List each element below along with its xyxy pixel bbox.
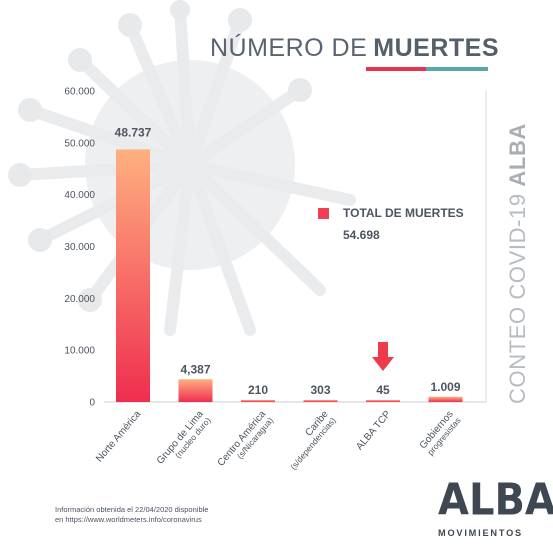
bar	[116, 149, 150, 402]
bar-value-label: 48.737	[115, 125, 152, 139]
bar	[366, 400, 400, 402]
bar	[178, 379, 213, 402]
bar-value-label: 303	[310, 383, 330, 397]
x-category-label: Centro América(s/Nicaragua)	[216, 409, 276, 469]
source-line-2: en https://www.worldmeters.info/coronavi…	[55, 515, 202, 524]
x-category-label: Norte América	[94, 409, 143, 465]
bar	[303, 400, 338, 402]
bar	[241, 400, 275, 402]
y-tick-label: 40.000	[64, 190, 95, 201]
x-category-line: ALBA TCP	[354, 409, 393, 453]
y-tick-label: 30.000	[64, 242, 95, 253]
bar-value-label: 45	[376, 383, 390, 397]
x-category-label: Grupo de Lima(nucleo duro)	[155, 409, 213, 467]
legend-swatch	[318, 208, 329, 219]
y-tick-label: 50.000	[64, 138, 95, 149]
x-category-label: ALBA TCP	[354, 409, 393, 453]
x-category-label: Caribe(s/dependencias)	[288, 409, 338, 472]
logo-word: ALBA	[438, 474, 553, 526]
source-line-1: Información obtenida el 22/04/2020 dispo…	[55, 505, 209, 514]
x-category-line: Norte América	[94, 409, 143, 465]
logo-subtitle: MOVIMIENTOS	[438, 528, 523, 538]
side-caption-bold: ALBA	[505, 123, 530, 187]
alba-logo: ALBA MOVIMIENTOS	[438, 478, 553, 543]
legend-total-value: 54.698	[343, 228, 380, 242]
title-underline	[366, 67, 488, 71]
bar-value-label: 1.009	[430, 380, 460, 394]
y-tick-label: 60.000	[64, 87, 95, 98]
title-bold-text: MUERTES	[373, 34, 500, 62]
legend-label: TOTAL DE MUERTES	[343, 206, 464, 220]
title-light-text: NÚMERO DE	[210, 34, 368, 62]
bar-value-label: 210	[248, 383, 268, 397]
side-caption: CONTEO COVID-19 ALBA	[505, 123, 531, 404]
y-tick-label: 0	[89, 398, 95, 409]
source-note: Información obtenida el 22/04/2020 dispo…	[55, 505, 355, 525]
down-arrow-icon	[372, 342, 394, 371]
y-tick-label: 10.000	[64, 346, 95, 357]
bar	[428, 396, 463, 402]
page-title: NÚMERO DE MUERTES	[210, 34, 499, 63]
y-tick-label: 20.000	[64, 294, 95, 305]
title-underline-accent	[366, 67, 426, 71]
side-caption-light: CONTEO COVID-19	[505, 193, 530, 404]
bar-value-label: 4,387	[180, 362, 210, 376]
